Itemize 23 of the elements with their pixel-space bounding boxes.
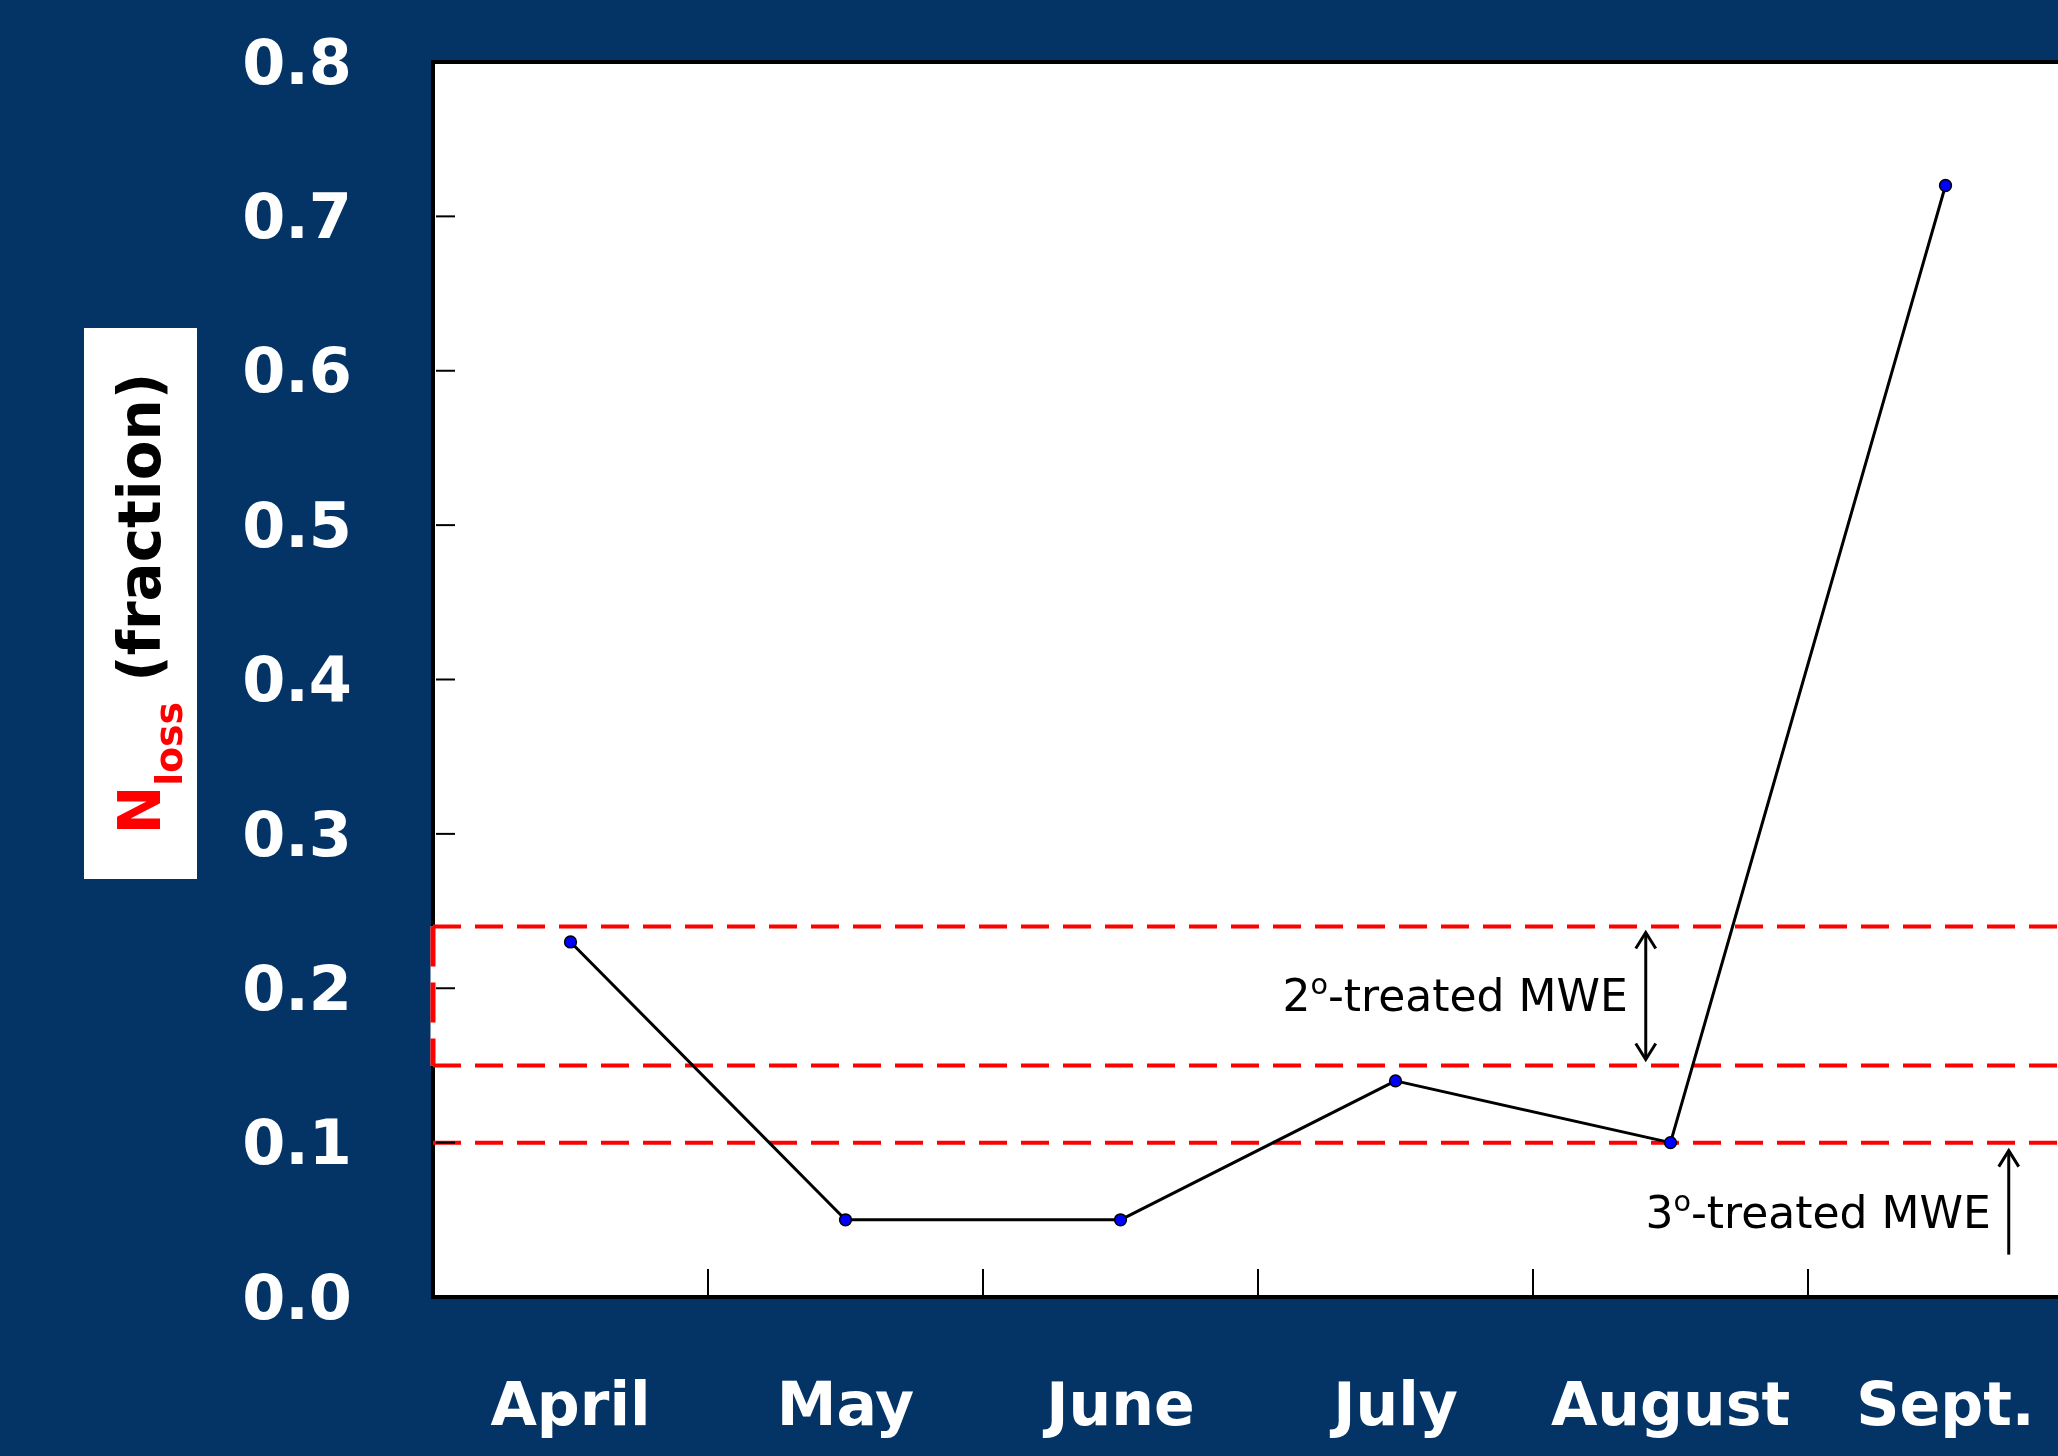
y-tick-label: 0.3: [242, 797, 352, 871]
y-tick-label: 0.1: [242, 1106, 352, 1180]
point: [838, 1213, 853, 1227]
point: [563, 935, 578, 949]
point: [1388, 1074, 1403, 1088]
y-tick-label: 0.0: [242, 1260, 352, 1334]
y-tick-label: 0.5: [242, 488, 352, 562]
y-tick-label: 0.6: [242, 334, 352, 408]
x-tick-label: Sept.: [1856, 1369, 2035, 1439]
ref-line-label: 3$^{o}$-treated MWE: [1645, 1184, 1991, 1239]
point: [1938, 178, 1953, 193]
point: [1663, 1135, 1678, 1150]
x-tick-label: August: [1550, 1369, 1791, 1439]
y-tick-label: 0.8: [242, 25, 352, 99]
y-tick-label: 0.2: [242, 951, 352, 1025]
x-tick-label: June: [1042, 1369, 1195, 1439]
annotation: 2$^{o}$-treated MWE: [1282, 967, 1628, 1022]
x-tick-label: July: [1329, 1369, 1458, 1439]
y-tick-label: 0.4: [242, 643, 352, 717]
point: [1113, 1213, 1128, 1227]
x-tick-label: May: [776, 1369, 915, 1439]
x-tick-label: April: [490, 1369, 651, 1439]
y-tick-label: 0.7: [242, 180, 352, 254]
